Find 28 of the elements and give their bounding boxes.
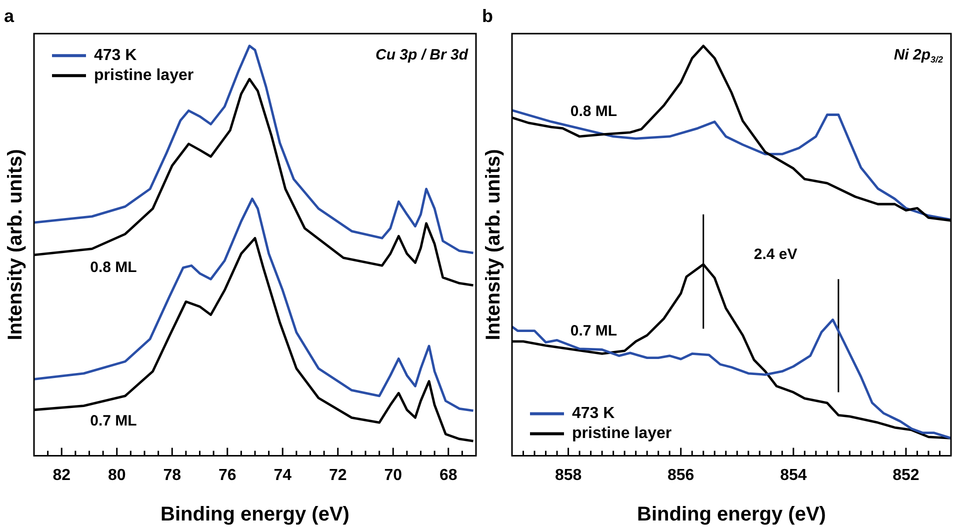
x-tick-label: 70 <box>384 466 402 484</box>
annotation: 0.7 ML <box>570 322 618 340</box>
legend-label: 473 K <box>572 405 616 422</box>
x-tick-label: 74 <box>274 466 292 484</box>
x-tick-label: 76 <box>218 466 236 484</box>
x-tick-label: 72 <box>328 466 347 484</box>
x-tick-label: 858 <box>554 466 582 484</box>
x-tick-label: 78 <box>163 466 182 484</box>
x-tick-label: 852 <box>892 466 920 484</box>
x-tick-label: 68 <box>439 466 458 484</box>
x-axis-title: Binding energy (eV) <box>637 504 826 526</box>
x-axis-title: Binding energy (eV) <box>160 504 350 526</box>
annotation: 0.8 ML <box>570 102 618 120</box>
y-axis-title: Intensity (arb. units) <box>4 149 27 340</box>
annotation: 2.4 eV <box>754 246 798 263</box>
x-tick-label: 82 <box>52 466 71 484</box>
y-axis-title: Intensity (arb. units) <box>482 149 505 340</box>
legend-label: pristine layer <box>94 67 194 84</box>
x-tick-label: 856 <box>667 466 694 484</box>
x-tick-label: 80 <box>108 466 126 484</box>
legend-label: pristine layer <box>572 425 672 442</box>
annotation: 0.7 ML <box>90 412 137 430</box>
annotation: Cu 3p / Br 3d <box>375 46 469 64</box>
x-tick-label: 854 <box>780 466 807 484</box>
legend-label: 473 K <box>94 47 138 64</box>
chart-title: b <box>482 6 493 26</box>
chart-title: a <box>4 6 15 26</box>
annotation: 0.8 ML <box>90 259 137 276</box>
